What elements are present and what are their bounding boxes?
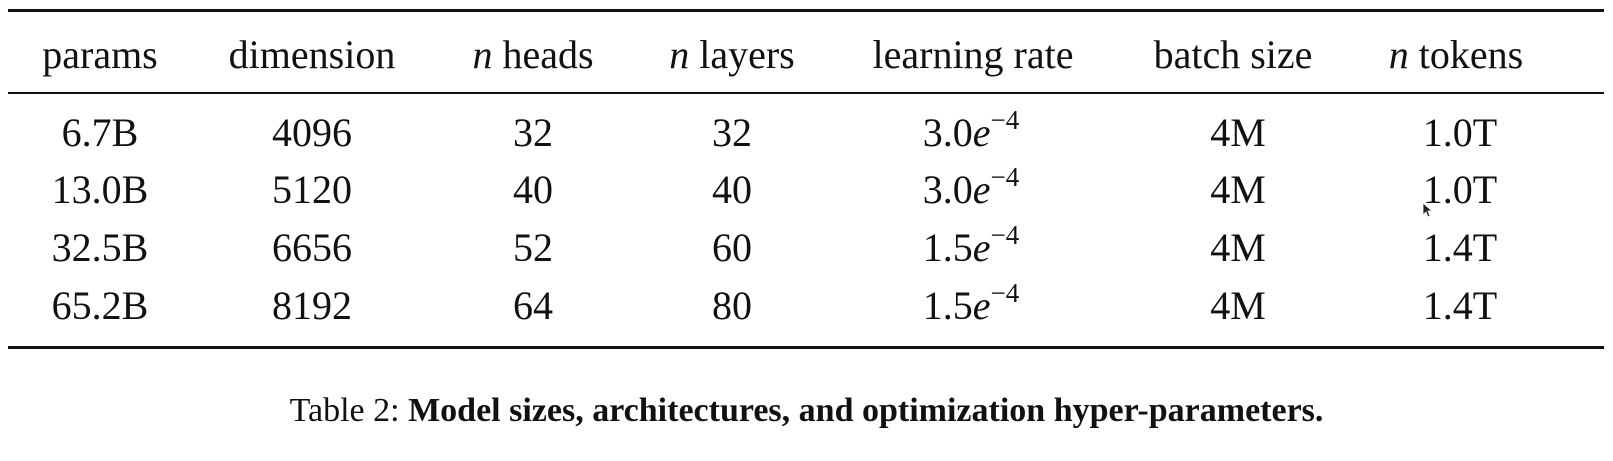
- table-row: 13.0B 5120 40 40 3.0e−4 4M 1.0T: [0, 164, 1613, 214]
- header-dimension: dimension: [228, 32, 396, 77]
- cell-dimension: 8192: [272, 283, 352, 328]
- header-n-heads: n heads: [472, 31, 593, 79]
- lr-base: e: [972, 283, 991, 328]
- cell-layers: 80: [712, 283, 752, 328]
- cell-params: 65.2B: [51, 283, 149, 328]
- header-n-tokens: n tokens: [1389, 31, 1523, 79]
- cell-batch-size: 4M: [1210, 225, 1266, 270]
- cell-learning-rate: 3.0e−4: [922, 164, 1020, 214]
- table-row: 6.7B 4096 32 32 3.0e−4 4M 1.0T: [0, 107, 1613, 157]
- cell-dimension: 6656: [272, 225, 352, 270]
- table-header-rule: [8, 92, 1604, 94]
- cell-batch-size: 4M: [1210, 110, 1266, 155]
- cell-params: 32.5B: [51, 225, 149, 270]
- cell-heads: 64: [513, 283, 553, 328]
- cell-heads: 32: [513, 110, 553, 155]
- lr-exponent: −4: [990, 220, 1020, 250]
- cell-dimension: 5120: [272, 167, 352, 212]
- header-n-heads-text: heads: [502, 32, 594, 77]
- lr-exponent: −4: [990, 105, 1020, 135]
- cell-tokens: 1.0T: [1422, 110, 1498, 155]
- cell-tokens: 1.4T: [1422, 283, 1498, 328]
- header-learning-rate: learning rate: [872, 32, 1074, 77]
- lr-base: e: [972, 110, 991, 155]
- caption-label: Table 2:: [289, 392, 400, 429]
- lr-base: e: [972, 225, 991, 270]
- header-n-layers-var: n: [669, 32, 690, 77]
- header-params: params: [42, 32, 158, 77]
- mouse-pointer-icon: [1422, 202, 1432, 218]
- cell-layers: 32: [712, 110, 752, 155]
- cell-layers: 60: [712, 225, 752, 270]
- lr-exponent: −4: [990, 162, 1020, 192]
- cell-batch-size: 4M: [1210, 167, 1266, 212]
- header-n-layers-text: layers: [699, 32, 795, 77]
- header-batch-size: batch size: [1153, 32, 1313, 77]
- header-n-layers: n layers: [669, 31, 795, 79]
- cell-tokens: 1.4T: [1422, 225, 1498, 270]
- cell-params: 6.7B: [61, 110, 139, 155]
- header-n-heads-var: n: [472, 32, 493, 77]
- caption-text: Model sizes, architectures, and optimiza…: [408, 392, 1324, 429]
- table-caption: Table 2: Model sizes, architectures, and…: [290, 389, 1324, 433]
- cell-layers: 40: [712, 167, 752, 212]
- table-row: 32.5B 6656 52 60 1.5e−4 4M 1.4T: [0, 222, 1613, 272]
- lr-mantissa: 3.0: [922, 167, 973, 212]
- table-bottom-rule: [8, 346, 1604, 349]
- lr-mantissa: 3.0: [922, 110, 973, 155]
- lr-exponent: −4: [990, 278, 1020, 308]
- cell-learning-rate: 3.0e−4: [922, 107, 1020, 157]
- table-top-rule: [8, 9, 1604, 12]
- cell-tokens: 1.0T: [1422, 167, 1498, 212]
- cell-heads: 40: [513, 167, 553, 212]
- lr-base: e: [972, 167, 991, 212]
- lr-mantissa: 1.5: [922, 225, 973, 270]
- cell-batch-size: 4M: [1210, 283, 1266, 328]
- cell-dimension: 4096: [272, 110, 352, 155]
- cell-params: 13.0B: [51, 167, 149, 212]
- header-n-tokens-var: n: [1388, 32, 1409, 77]
- cell-learning-rate: 1.5e−4: [922, 222, 1020, 272]
- table-row: 65.2B 8192 64 80 1.5e−4 4M 1.4T: [0, 280, 1613, 330]
- lr-mantissa: 1.5: [922, 283, 973, 328]
- cell-heads: 52: [513, 225, 553, 270]
- cell-learning-rate: 1.5e−4: [922, 280, 1020, 330]
- header-n-tokens-text: tokens: [1418, 32, 1524, 77]
